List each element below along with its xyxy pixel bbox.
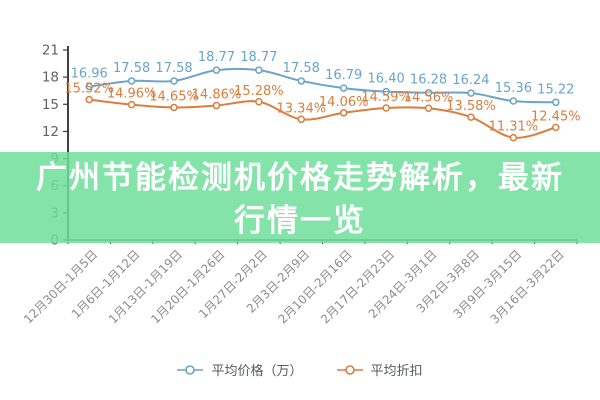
y-tick-label: 15	[42, 97, 59, 113]
line-circle-marker-icon	[336, 364, 363, 375]
legend: 平均价格（万） 平均折扣	[0, 360, 600, 379]
data-point-marker[interactable]	[424, 88, 433, 97]
y-tick-label: 21	[42, 43, 59, 59]
data-point-marker[interactable]	[424, 104, 433, 113]
value-label: 14.65%	[149, 89, 199, 104]
value-label: 17.58	[155, 61, 192, 76]
value-label: 14.06%	[319, 95, 369, 110]
value-label: 14.86%	[192, 88, 242, 103]
legend-label-average-discount: 平均折扣	[370, 363, 423, 378]
data-point-marker[interactable]	[297, 77, 306, 85]
legend-item-average-price[interactable]: 平均价格（万）	[177, 360, 303, 379]
data-point-marker[interactable]	[212, 101, 221, 110]
data-point-marker[interactable]	[127, 100, 136, 109]
data-point-marker[interactable]	[382, 104, 390, 112]
legend-label-average-price: 平均价格（万）	[211, 363, 303, 378]
value-label: 17.58	[283, 61, 320, 76]
value-label: 16.79	[325, 68, 362, 83]
x-axis-label: 3月16日-3月22日	[488, 247, 567, 326]
x-axis-label: 2月17日-2月23日	[318, 247, 397, 326]
data-point-marker[interactable]	[339, 109, 348, 117]
value-label: 16.40	[368, 72, 405, 87]
x-axis-label: 1月20日-1月26日	[148, 247, 227, 326]
x-axis-label: 2月10日-2月16日	[276, 247, 355, 326]
data-point-marker[interactable]	[467, 89, 475, 97]
value-label: 16.28	[410, 73, 447, 88]
value-label: 18.77	[198, 50, 235, 65]
title-overlay-band: 广州节能检测机价格走势解析，最新行情一览	[0, 152, 600, 243]
data-point-marker[interactable]	[467, 113, 475, 121]
data-point-marker[interactable]	[85, 82, 93, 91]
data-point-marker[interactable]	[382, 87, 390, 96]
value-label: 13.58%	[446, 99, 496, 114]
data-point-marker[interactable]	[127, 77, 136, 85]
data-point-marker[interactable]	[552, 98, 560, 107]
value-label: 13.34%	[277, 101, 327, 116]
value-label: 12.45%	[531, 109, 581, 124]
value-label: 11.31%	[489, 120, 539, 135]
legend-item-average-discount[interactable]: 平均折扣	[336, 360, 423, 379]
value-label: 15.36	[495, 81, 532, 96]
data-point-marker[interactable]	[170, 77, 178, 85]
data-point-marker[interactable]	[339, 84, 348, 92]
value-label: 16.96	[71, 67, 108, 82]
value-label: 14.96%	[107, 87, 157, 102]
data-point-marker[interactable]	[255, 66, 263, 74]
value-label: 16.24	[452, 73, 489, 88]
value-label: 15.22	[537, 82, 574, 97]
value-label: 15.52%	[64, 82, 114, 97]
data-point-marker[interactable]	[552, 123, 560, 132]
y-tick-label: 18	[42, 70, 59, 86]
data-point-marker[interactable]	[85, 95, 93, 104]
x-axis-label: 1月13日-1月19日	[106, 247, 185, 326]
value-label: 18.77	[240, 50, 277, 65]
x-axis-label: 12月30日-1月5日	[21, 247, 100, 326]
value-label: 14.56%	[404, 90, 454, 105]
value-label: 17.58	[113, 61, 150, 76]
data-point-marker[interactable]	[509, 97, 518, 105]
data-point-marker[interactable]	[255, 98, 263, 106]
data-point-marker[interactable]	[509, 133, 518, 142]
data-point-marker[interactable]	[170, 103, 178, 112]
line-circle-marker-icon	[177, 364, 204, 375]
data-point-marker[interactable]	[297, 115, 306, 124]
value-label: 14.59%	[361, 90, 411, 105]
data-point-marker[interactable]	[212, 66, 221, 74]
y-tick-label: 12	[42, 124, 59, 140]
page-title: 广州节能检测机价格走势解析，最新行情一览	[36, 159, 564, 238]
value-label: 15.28%	[234, 84, 284, 99]
